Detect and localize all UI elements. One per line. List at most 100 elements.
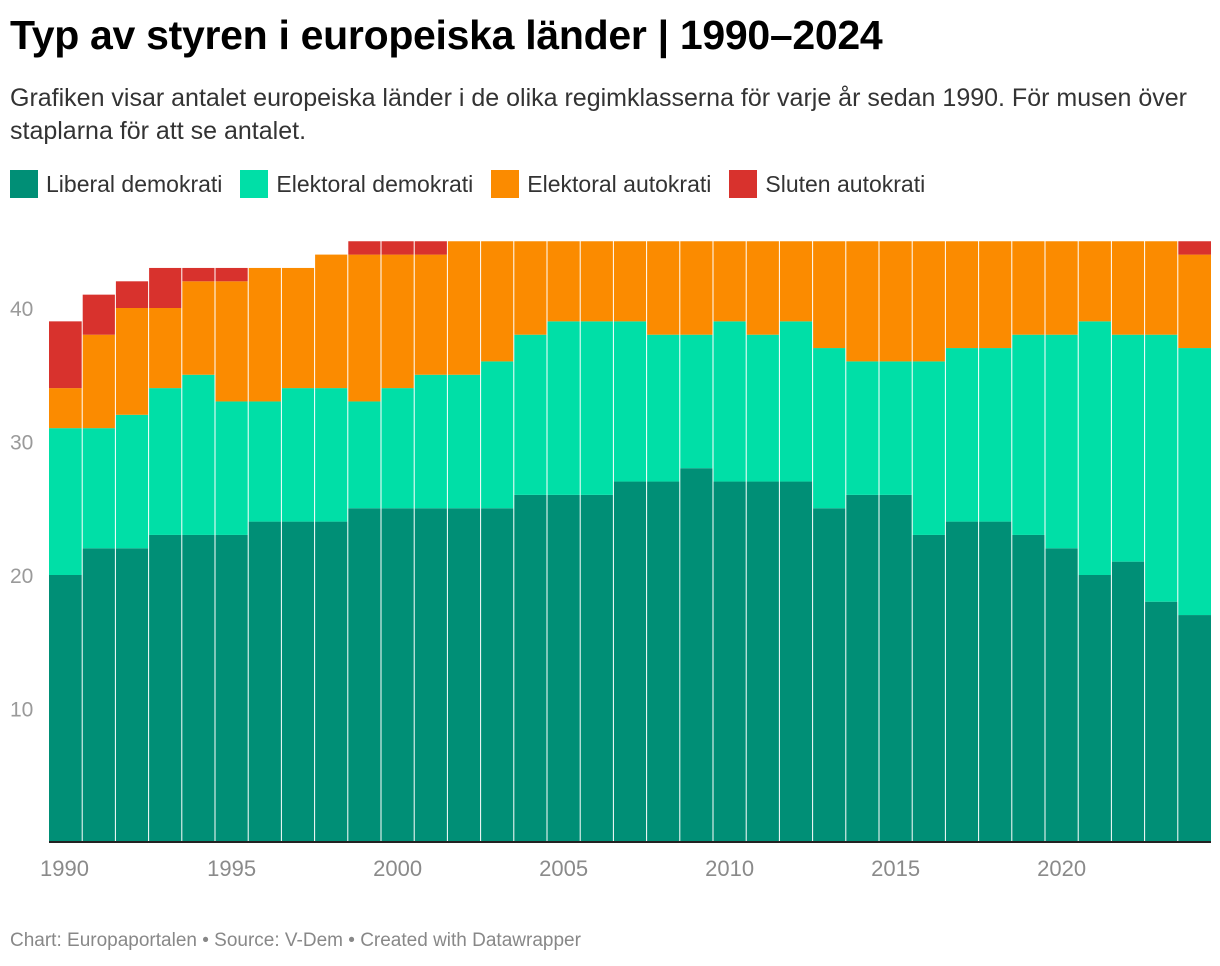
bar-segment[interactable]: 2003 – Elektoral autokrati: 9 (480, 241, 514, 362)
bar-segment[interactable]: 2022 – Elektoral autokrati: 7 (1111, 241, 1145, 335)
bar-segment[interactable]: 1996 – Elektoral demokrati: 9 (248, 401, 282, 522)
bar-segment[interactable]: 2018 – Liberal demokrati: 24 (978, 521, 1012, 842)
bar-segment[interactable]: 2003 – Elektoral demokrati: 11 (480, 361, 514, 509)
bar-segment[interactable]: 2024 – Elektoral autokrati: 7 (1177, 254, 1211, 349)
bar-segment[interactable]: 2024 – Elektoral demokrati: 20 (1177, 348, 1211, 616)
bar-segment[interactable]: 2017 – Elektoral demokrati: 13 (945, 348, 979, 522)
bar-segment[interactable]: 2016 – Elektoral autokrati: 9 (912, 241, 946, 362)
bar-segment[interactable]: 1992 – Elektoral autokrati: 8 (115, 308, 149, 415)
bar-segment[interactable]: 2006 – Elektoral autokrati: 6 (580, 241, 614, 322)
bar-segment[interactable]: 1994 – Elektoral demokrati: 12 (181, 374, 215, 535)
bar-segment[interactable]: 1992 – Sluten autokrati: 2 (115, 281, 149, 308)
bar-segment[interactable]: 1991 – Elektoral demokrati: 9 (82, 428, 116, 549)
bar-segment[interactable]: 1996 – Elektoral autokrati: 10 (248, 267, 282, 402)
bar-segment[interactable]: 1999 – Sluten autokrati: 1 (347, 241, 381, 255)
bar-segment[interactable]: 2007 – Liberal demokrati: 27 (613, 481, 647, 842)
bar-segment[interactable]: 2020 – Liberal demokrati: 22 (1045, 548, 1079, 842)
bar-segment[interactable]: 2024 – Liberal demokrati: 17 (1177, 615, 1211, 842)
bar-segment[interactable]: 2001 – Sluten autokrati: 1 (414, 241, 448, 255)
bar-segment[interactable]: 1995 – Liberal demokrati: 23 (215, 534, 249, 842)
bar-segment[interactable]: 1993 – Liberal demokrati: 23 (148, 534, 182, 842)
bar-segment[interactable]: 1993 – Elektoral demokrati: 11 (148, 388, 182, 535)
bar-segment[interactable]: 2003 – Liberal demokrati: 25 (480, 508, 514, 842)
bar-segment[interactable]: 1990 – Liberal demokrati: 20 (49, 575, 83, 842)
bar-segment[interactable]: 2020 – Elektoral demokrati: 16 (1045, 334, 1079, 549)
legend-item-sluten-autokrati[interactable]: Sluten autokrati (729, 170, 925, 198)
bar-segment[interactable]: 2000 – Liberal demokrati: 25 (381, 508, 415, 842)
bar-segment[interactable]: 2019 – Liberal demokrati: 23 (1011, 534, 1045, 842)
bar-segment[interactable]: 2004 – Elektoral autokrati: 7 (513, 241, 547, 335)
legend-item-elektoral-demokrati[interactable]: Elektoral demokrati (240, 170, 473, 198)
bar-segment[interactable]: 2020 – Elektoral autokrati: 7 (1045, 241, 1079, 335)
bar-segment[interactable]: 2008 – Elektoral demokrati: 11 (646, 334, 680, 482)
bar-segment[interactable]: 2000 – Elektoral autokrati: 10 (381, 254, 415, 389)
bar-segment[interactable]: 2000 – Elektoral demokrati: 9 (381, 388, 415, 509)
bar-segment[interactable]: 1996 – Liberal demokrati: 24 (248, 521, 282, 842)
bar-segment[interactable]: 1999 – Liberal demokrati: 25 (347, 508, 381, 842)
bar-segment[interactable]: 2012 – Elektoral demokrati: 12 (779, 321, 813, 482)
bar-segment[interactable]: 2014 – Liberal demokrati: 26 (845, 494, 879, 842)
bar-segment[interactable]: 2002 – Liberal demokrati: 25 (447, 508, 481, 842)
bar-segment[interactable]: 2015 – Elektoral autokrati: 9 (879, 241, 913, 362)
bar-segment[interactable]: 2011 – Elektoral autokrati: 7 (746, 241, 780, 335)
bar-segment[interactable]: 2004 – Elektoral demokrati: 12 (513, 334, 547, 495)
bar-segment[interactable]: 1997 – Liberal demokrati: 24 (281, 521, 315, 842)
bar-segment[interactable]: 2019 – Elektoral demokrati: 15 (1011, 334, 1045, 535)
bar-segment[interactable]: 2009 – Elektoral demokrati: 10 (679, 334, 713, 469)
bar-segment[interactable]: 1990 – Elektoral autokrati: 3 (49, 388, 83, 429)
bar-segment[interactable]: 2013 – Elektoral autokrati: 8 (812, 241, 846, 349)
bar-segment[interactable]: 1993 – Elektoral autokrati: 6 (148, 308, 182, 389)
bar-segment[interactable]: 2015 – Liberal demokrati: 26 (879, 494, 913, 842)
bar-segment[interactable]: 1999 – Elektoral demokrati: 8 (347, 401, 381, 509)
bar-segment[interactable]: 2013 – Liberal demokrati: 25 (812, 508, 846, 842)
bar-segment[interactable]: 1994 – Sluten autokrati: 1 (181, 267, 215, 282)
bar-segment[interactable]: 2023 – Elektoral demokrati: 20 (1144, 334, 1178, 602)
bar-segment[interactable]: 2008 – Elektoral autokrati: 7 (646, 241, 680, 335)
bar-segment[interactable]: 2005 – Liberal demokrati: 26 (547, 494, 581, 842)
bar-segment[interactable]: 2008 – Liberal demokrati: 27 (646, 481, 680, 842)
bar-segment[interactable]: 2010 – Elektoral autokrati: 6 (713, 241, 747, 322)
bar-segment[interactable]: 2001 – Elektoral demokrati: 10 (414, 374, 448, 509)
bar-segment[interactable]: 1990 – Sluten autokrati: 5 (49, 321, 83, 389)
bar-segment[interactable]: 2005 – Elektoral demokrati: 13 (547, 321, 581, 495)
bar-segment[interactable]: 2014 – Elektoral autokrati: 9 (845, 241, 879, 362)
bar-segment[interactable]: 2006 – Elektoral demokrati: 13 (580, 321, 614, 495)
bar-segment[interactable]: 2022 – Liberal demokrati: 21 (1111, 561, 1145, 842)
bar-segment[interactable]: 2022 – Elektoral demokrati: 17 (1111, 334, 1145, 562)
bar-segment[interactable]: 1995 – Sluten autokrati: 1 (215, 267, 249, 282)
legend-item-elektoral-autokrati[interactable]: Elektoral autokrati (491, 170, 711, 198)
bar-segment[interactable]: 1991 – Sluten autokrati: 3 (82, 294, 116, 335)
bar-segment[interactable]: 2012 – Liberal demokrati: 27 (779, 481, 813, 842)
bar-segment[interactable]: 2018 – Elektoral autokrati: 8 (978, 241, 1012, 349)
bar-segment[interactable]: 2016 – Elektoral demokrati: 13 (912, 361, 946, 535)
bar-segment[interactable]: 2014 – Elektoral demokrati: 10 (845, 361, 879, 495)
legend-item-liberal-demokrati[interactable]: Liberal demokrati (10, 170, 222, 198)
bar-segment[interactable]: 2021 – Elektoral demokrati: 19 (1078, 321, 1112, 575)
bar-segment[interactable]: 2000 – Sluten autokrati: 1 (381, 241, 415, 255)
bar-segment[interactable]: 2006 – Liberal demokrati: 26 (580, 494, 614, 842)
bar-segment[interactable]: 2007 – Elektoral demokrati: 12 (613, 321, 647, 482)
bar-segment[interactable]: 2010 – Liberal demokrati: 27 (713, 481, 747, 842)
bar-segment[interactable]: 1994 – Elektoral autokrati: 7 (181, 281, 215, 375)
bar-segment[interactable]: 2002 – Elektoral demokrati: 10 (447, 374, 481, 509)
bar-segment[interactable]: 1997 – Elektoral demokrati: 10 (281, 388, 315, 522)
bar-segment[interactable]: 2001 – Liberal demokrati: 25 (414, 508, 448, 842)
bar-segment[interactable]: 2018 – Elektoral demokrati: 13 (978, 348, 1012, 522)
bar-segment[interactable]: 2009 – Elektoral autokrati: 7 (679, 241, 713, 335)
bar-segment[interactable]: 2010 – Elektoral demokrati: 12 (713, 321, 747, 482)
bar-segment[interactable]: 1997 – Elektoral autokrati: 9 (281, 267, 315, 389)
bar-segment[interactable]: 2024 – Sluten autokrati: 1 (1177, 241, 1211, 255)
bar-segment[interactable]: 1994 – Liberal demokrati: 23 (181, 534, 215, 842)
bar-segment[interactable]: 1998 – Elektoral autokrati: 10 (314, 254, 348, 389)
bar-segment[interactable]: 2001 – Elektoral autokrati: 9 (414, 254, 448, 375)
bar-segment[interactable]: 2007 – Elektoral autokrati: 6 (613, 241, 647, 322)
bar-segment[interactable]: 2023 – Elektoral autokrati: 7 (1144, 241, 1178, 335)
bar-segment[interactable]: 1999 – Elektoral autokrati: 11 (347, 254, 381, 402)
bar-segment[interactable]: 2013 – Elektoral demokrati: 12 (812, 348, 846, 509)
bar-segment[interactable]: 1992 – Liberal demokrati: 22 (115, 548, 149, 842)
bar-segment[interactable]: 2015 – Elektoral demokrati: 10 (879, 361, 913, 495)
bar-segment[interactable]: 2017 – Liberal demokrati: 24 (945, 521, 979, 842)
bar-segment[interactable]: 2017 – Elektoral autokrati: 8 (945, 241, 979, 349)
bar-segment[interactable]: 1991 – Elektoral autokrati: 7 (82, 334, 116, 429)
bar-segment[interactable]: 1992 – Elektoral demokrati: 10 (115, 414, 149, 549)
